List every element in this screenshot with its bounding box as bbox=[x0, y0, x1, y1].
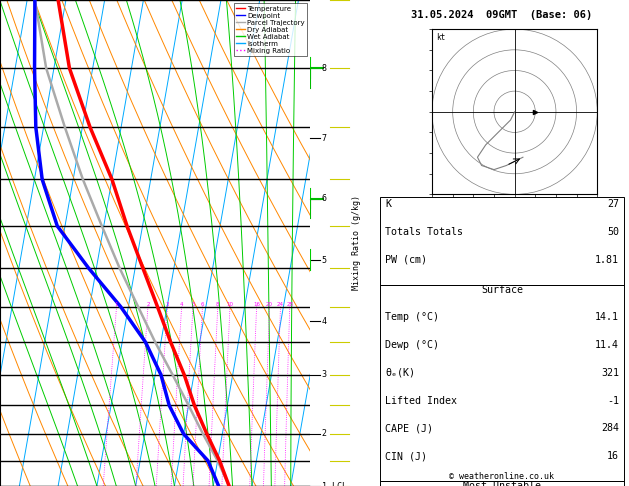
Text: 14.1: 14.1 bbox=[595, 312, 619, 323]
Text: 3: 3 bbox=[165, 302, 169, 307]
Text: kt: kt bbox=[436, 33, 445, 42]
Text: 1: 1 bbox=[114, 302, 118, 307]
Text: θₑ(K): θₑ(K) bbox=[385, 368, 415, 378]
Text: 1 LCL: 1 LCL bbox=[322, 482, 347, 486]
Text: Temp (°C): Temp (°C) bbox=[385, 312, 439, 323]
Text: 5: 5 bbox=[322, 256, 326, 264]
Text: 27: 27 bbox=[607, 199, 619, 209]
Text: 8: 8 bbox=[216, 302, 220, 307]
Text: K: K bbox=[385, 199, 391, 209]
Text: 1.81: 1.81 bbox=[595, 255, 619, 265]
Text: -1: -1 bbox=[607, 396, 619, 406]
Text: 11.4: 11.4 bbox=[595, 340, 619, 350]
Text: 321: 321 bbox=[601, 368, 619, 378]
Text: Lifted Index: Lifted Index bbox=[385, 396, 457, 406]
Text: 2: 2 bbox=[146, 302, 150, 307]
Text: 31.05.2024  09GMT  (Base: 06): 31.05.2024 09GMT (Base: 06) bbox=[411, 10, 593, 20]
Legend: Temperature, Dewpoint, Parcel Trajectory, Dry Adiabat, Wet Adiabat, Isotherm, Mi: Temperature, Dewpoint, Parcel Trajectory… bbox=[235, 3, 306, 56]
Text: 6: 6 bbox=[201, 302, 204, 307]
Text: Surface: Surface bbox=[481, 285, 523, 295]
Text: Totals Totals: Totals Totals bbox=[385, 227, 463, 237]
Text: 2: 2 bbox=[322, 430, 326, 438]
Text: Mixing Ratio (g/kg): Mixing Ratio (g/kg) bbox=[352, 195, 361, 291]
Text: 28: 28 bbox=[286, 302, 293, 307]
Text: 10: 10 bbox=[226, 302, 233, 307]
Text: 16: 16 bbox=[607, 451, 619, 461]
Text: Dewp (°C): Dewp (°C) bbox=[385, 340, 439, 350]
Text: 5: 5 bbox=[191, 302, 195, 307]
Text: 284: 284 bbox=[601, 423, 619, 434]
Text: 8: 8 bbox=[322, 64, 326, 73]
Text: 24: 24 bbox=[277, 302, 284, 307]
Text: 7: 7 bbox=[322, 134, 326, 143]
Text: 4: 4 bbox=[180, 302, 184, 307]
Text: PW (cm): PW (cm) bbox=[385, 255, 427, 265]
Text: CAPE (J): CAPE (J) bbox=[385, 423, 433, 434]
Text: 20: 20 bbox=[266, 302, 273, 307]
Text: 16: 16 bbox=[253, 302, 260, 307]
Text: 4: 4 bbox=[322, 317, 326, 326]
Text: 3: 3 bbox=[322, 370, 326, 380]
Text: CIN (J): CIN (J) bbox=[385, 451, 427, 461]
Text: Most Unstable: Most Unstable bbox=[463, 481, 541, 486]
Text: 50: 50 bbox=[607, 227, 619, 237]
Text: 6: 6 bbox=[322, 194, 326, 203]
Text: © weatheronline.co.uk: © weatheronline.co.uk bbox=[450, 472, 554, 481]
